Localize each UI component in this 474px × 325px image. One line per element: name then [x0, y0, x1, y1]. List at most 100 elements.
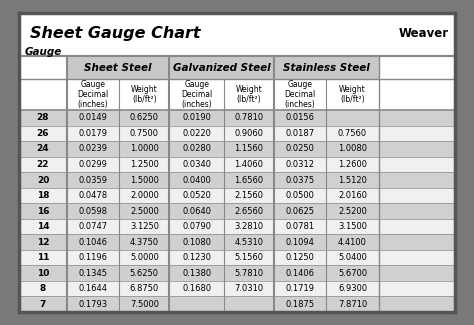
Text: 0.1080: 0.1080: [182, 238, 211, 247]
Text: 0.6250: 0.6250: [130, 113, 159, 123]
Text: 0.1380: 0.1380: [182, 269, 211, 278]
Text: 5.0400: 5.0400: [338, 253, 367, 262]
Text: 5.6250: 5.6250: [130, 269, 159, 278]
Text: 0.7560: 0.7560: [338, 129, 367, 138]
Text: 8: 8: [40, 284, 46, 293]
Text: 0.0790: 0.0790: [182, 222, 211, 231]
Text: 0.0640: 0.0640: [182, 207, 211, 215]
Bar: [19, 126, 455, 141]
Text: 26: 26: [36, 129, 49, 138]
Text: 2.0000: 2.0000: [130, 191, 159, 200]
Text: 0.0149: 0.0149: [79, 113, 108, 123]
Text: 0.0500: 0.0500: [286, 191, 315, 200]
Text: 0.0598: 0.0598: [79, 207, 108, 215]
Text: 1.0000: 1.0000: [130, 145, 159, 153]
Text: Gauge: Gauge: [24, 47, 62, 57]
Text: 7.8710: 7.8710: [338, 300, 367, 309]
Text: 4.4100: 4.4100: [338, 238, 367, 247]
Text: 3.1250: 3.1250: [130, 222, 159, 231]
Text: 0.0190: 0.0190: [182, 113, 211, 123]
Bar: [19, 281, 455, 296]
Text: 6.9300: 6.9300: [338, 284, 367, 293]
Text: 1.4060: 1.4060: [235, 160, 264, 169]
Bar: [19, 203, 455, 219]
Text: 0.1196: 0.1196: [79, 253, 108, 262]
Text: Weight
(lb/ft²): Weight (lb/ft²): [236, 85, 263, 104]
Text: 4.3750: 4.3750: [130, 238, 159, 247]
Bar: [19, 172, 455, 188]
Text: 0.7500: 0.7500: [130, 129, 159, 138]
Text: 14: 14: [36, 222, 49, 231]
Text: 1.5120: 1.5120: [338, 176, 367, 185]
Text: 1.2600: 1.2600: [338, 160, 367, 169]
Bar: [19, 56, 67, 79]
Text: 0.1719: 0.1719: [286, 284, 315, 293]
Text: 18: 18: [36, 191, 49, 200]
Bar: [19, 234, 455, 250]
Text: 0.0375: 0.0375: [286, 176, 315, 185]
Text: 0.1094: 0.1094: [286, 238, 315, 247]
Text: 24: 24: [36, 145, 49, 153]
Text: Weight
(lb/ft²): Weight (lb/ft²): [339, 85, 366, 104]
Text: 0.1250: 0.1250: [286, 253, 315, 262]
Bar: [19, 110, 455, 126]
Text: 0.1680: 0.1680: [182, 284, 211, 293]
Text: 2.5000: 2.5000: [130, 207, 159, 215]
Text: 0.0359: 0.0359: [79, 176, 108, 185]
Text: Gauge
Decimal
(inches): Gauge Decimal (inches): [77, 80, 109, 110]
Bar: [19, 13, 455, 56]
Text: 5.0000: 5.0000: [130, 253, 159, 262]
Text: 0.0239: 0.0239: [79, 145, 108, 153]
Text: 0.0781: 0.0781: [286, 222, 315, 231]
Text: Gauge
Decimal
(inches): Gauge Decimal (inches): [181, 80, 212, 110]
Text: 1.5000: 1.5000: [130, 176, 159, 185]
Text: 20: 20: [37, 176, 49, 185]
Text: 0.0312: 0.0312: [286, 160, 315, 169]
Text: 7.5000: 7.5000: [130, 300, 159, 309]
Text: 2.6560: 2.6560: [235, 207, 264, 215]
Text: 0.1875: 0.1875: [286, 300, 315, 309]
Text: 0.0250: 0.0250: [286, 145, 315, 153]
Text: 2.1560: 2.1560: [235, 191, 264, 200]
Bar: [19, 266, 455, 281]
Bar: [19, 56, 455, 79]
Text: 0.1406: 0.1406: [286, 269, 315, 278]
Text: 0.0156: 0.0156: [286, 113, 315, 123]
Bar: [274, 56, 379, 79]
Text: 0.0187: 0.0187: [286, 129, 315, 138]
Text: 28: 28: [36, 113, 49, 123]
Text: 16: 16: [36, 207, 49, 215]
Text: Sheet Gauge Chart: Sheet Gauge Chart: [30, 26, 201, 41]
Text: 0.0747: 0.0747: [79, 222, 108, 231]
Text: 0.1345: 0.1345: [79, 269, 108, 278]
Bar: [19, 79, 455, 110]
Text: 1.6560: 1.6560: [235, 176, 264, 185]
Bar: [19, 141, 455, 157]
Text: 0.0478: 0.0478: [79, 191, 108, 200]
Text: 0.1230: 0.1230: [182, 253, 211, 262]
Text: Gauge
Decimal
(inches): Gauge Decimal (inches): [284, 80, 316, 110]
Bar: [19, 250, 455, 266]
Text: Weight
(lb/ft²): Weight (lb/ft²): [131, 85, 158, 104]
Text: 0.0400: 0.0400: [182, 176, 211, 185]
Bar: [19, 188, 455, 203]
Text: Galvanized Steel: Galvanized Steel: [173, 63, 271, 72]
Text: 7.0310: 7.0310: [235, 284, 264, 293]
Text: 0.9060: 0.9060: [235, 129, 264, 138]
Text: 3.1500: 3.1500: [338, 222, 367, 231]
Text: 5.7810: 5.7810: [235, 269, 264, 278]
Text: 0.0280: 0.0280: [182, 145, 211, 153]
Text: 0.0299: 0.0299: [79, 160, 108, 169]
Text: 0.0520: 0.0520: [182, 191, 211, 200]
Text: 10: 10: [37, 269, 49, 278]
Text: 0.1793: 0.1793: [79, 300, 108, 309]
Text: 1.2500: 1.2500: [130, 160, 159, 169]
Text: 7: 7: [40, 300, 46, 309]
Text: 5.1560: 5.1560: [235, 253, 264, 262]
Text: 0.0220: 0.0220: [182, 129, 211, 138]
Text: 3.2810: 3.2810: [235, 222, 264, 231]
Text: 0.1644: 0.1644: [79, 284, 108, 293]
Bar: [19, 157, 455, 172]
Text: Weaver: Weaver: [398, 27, 448, 40]
Bar: [169, 56, 274, 79]
